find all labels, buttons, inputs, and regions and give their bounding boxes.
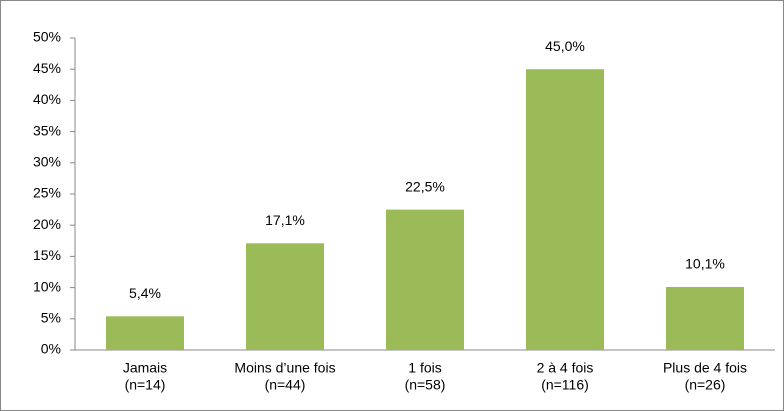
y-tick-label: 15% [33,247,61,263]
y-tick-label: 0% [41,341,61,357]
x-tick-label: Plus de 4 fois [663,360,747,376]
x-tick-label: (n=58) [405,377,446,393]
y-tick-label: 10% [33,278,61,294]
data-label: 17,1% [265,212,305,228]
bar [526,69,604,350]
x-tick-label: Moins d’une fois [234,360,335,376]
x-tick-label: (n=44) [265,377,306,393]
y-tick-label: 30% [33,154,61,170]
bar [666,286,744,350]
y-tick-label: 5% [41,310,61,326]
data-label: 10,1% [685,256,725,272]
bar [106,316,184,350]
y-tick-label: 20% [33,216,61,232]
x-tick-label: 1 fois [408,360,441,376]
y-tick-label: 25% [33,185,61,201]
bar [246,243,324,350]
y-tick-label: 45% [33,60,61,76]
data-label: 22,5% [405,178,445,194]
x-tick-label: Jamais [123,360,167,376]
data-label: 5,4% [129,285,161,301]
bar [386,209,464,350]
y-tick-label: 50% [33,29,61,45]
x-tick-label: (n=116) [541,377,589,393]
y-tick-label: 35% [33,122,61,138]
x-tick-label: 2 à 4 fois [537,360,594,376]
y-tick-label: 40% [33,91,61,107]
x-tick-label: (n=14) [125,377,166,393]
data-label: 45,0% [545,38,585,54]
x-tick-label: (n=26) [685,377,726,393]
